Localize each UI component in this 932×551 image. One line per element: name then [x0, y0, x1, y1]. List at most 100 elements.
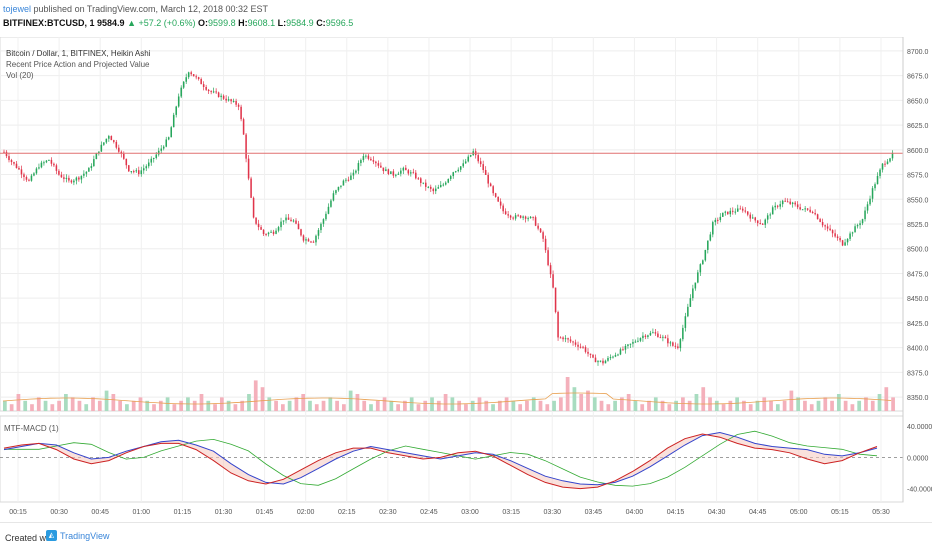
- candle-body: [58, 170, 60, 175]
- volume-bar: [884, 387, 889, 411]
- candle-body: [18, 168, 20, 170]
- macd-pane-legend[interactable]: MTF-MACD (1): [4, 424, 59, 433]
- volume-bar: [219, 397, 224, 411]
- legend-volume[interactable]: Vol (20): [6, 71, 34, 80]
- candle-body: [537, 225, 539, 229]
- volume-bar: [538, 400, 543, 411]
- volume-bar: [294, 397, 299, 411]
- volume-bar: [484, 400, 489, 411]
- volume-bar: [660, 400, 665, 411]
- candle-body: [113, 140, 115, 142]
- candle-body: [350, 175, 352, 180]
- candle-body: [377, 163, 380, 166]
- main-pane-legend: Bitcoin / Dollar, 1, BITFINEX, Heikin As…: [6, 48, 151, 81]
- candle-body: [437, 187, 440, 189]
- candle-body: [547, 250, 549, 266]
- candle-body: [415, 172, 417, 179]
- volume-bar: [308, 400, 312, 411]
- candle-body: [582, 346, 584, 348]
- candle-body: [305, 239, 307, 241]
- candle-body: [597, 361, 599, 363]
- candle-body: [430, 186, 432, 189]
- candle-body: [829, 228, 831, 231]
- volume-bar: [179, 400, 184, 411]
- volume-bar: [572, 387, 577, 411]
- candle-body: [10, 160, 13, 163]
- candle-body: [412, 172, 415, 174]
- candle-body: [257, 223, 260, 228]
- candle-body: [679, 339, 682, 349]
- candle-body: [192, 74, 195, 77]
- candle-body: [242, 119, 245, 135]
- candle-body: [302, 235, 305, 241]
- volume-bar: [70, 397, 75, 411]
- volume-bar: [545, 404, 550, 411]
- volume-bar: [125, 404, 129, 411]
- candle-body: [559, 337, 562, 339]
- candle-body: [43, 162, 45, 164]
- candle-body: [734, 211, 737, 213]
- candle-body: [100, 144, 103, 152]
- candle-body: [222, 95, 225, 99]
- candle-body: [869, 198, 871, 205]
- candle-body: [292, 220, 295, 222]
- candle-body: [527, 218, 529, 220]
- chart-area[interactable]: 8700.0 8675.0 8650.0 8625.0 8600.0 8575.0 8550…: [0, 36, 932, 520]
- volume-bar: [816, 400, 821, 411]
- candle-body: [469, 155, 472, 157]
- legend-symbol[interactable]: Bitcoin / Dollar, 1, BITFINEX, Heikin As…: [6, 49, 151, 58]
- publisher-user-link[interactable]: tojewel: [3, 4, 32, 14]
- volume-bar: [518, 404, 523, 411]
- candle-body: [657, 333, 659, 338]
- volume-bar: [586, 390, 590, 411]
- candle-body: [851, 232, 854, 234]
- volume-bar: [253, 380, 258, 411]
- candle-body: [512, 217, 514, 219]
- candle-body: [280, 221, 282, 228]
- volume-bar: [260, 387, 265, 411]
- time-tick-label: 03:15: [502, 509, 520, 516]
- tradingview-brand-link[interactable]: ◭ TradingView: [46, 530, 110, 541]
- time-tick-label: 01:30: [215, 509, 233, 516]
- candle-body: [707, 240, 709, 250]
- chart-svg[interactable]: 8700.0 8675.0 8650.0 8625.0 8600.0 8575.0 8550…: [0, 36, 932, 520]
- candle-body: [739, 208, 742, 210]
- candle-body: [806, 208, 809, 210]
- candle-body: [549, 265, 552, 275]
- candle-body: [599, 360, 602, 362]
- volume-bar: [16, 394, 21, 411]
- legend-indicator-1[interactable]: Recent Price Action and Projected Value: [6, 60, 150, 69]
- candle-body: [592, 354, 594, 358]
- candle-body: [342, 180, 345, 186]
- candle-body: [799, 207, 801, 210]
- candle-body: [98, 151, 100, 154]
- time-tick-label: 04:15: [667, 509, 685, 516]
- candle-body: [118, 147, 120, 152]
- candle-body: [524, 216, 527, 219]
- candle-body: [267, 232, 270, 235]
- candle-body: [771, 207, 774, 215]
- candle-body: [729, 210, 732, 215]
- volume-bar: [301, 394, 306, 411]
- candle-body: [322, 219, 325, 224]
- candle-body: [425, 182, 427, 187]
- volume-bar: [23, 400, 28, 411]
- macd-pane-frame: [0, 415, 904, 503]
- candle-body: [861, 219, 864, 224]
- volume-bar: [389, 400, 394, 411]
- candle-body: [312, 241, 315, 243]
- volume-bar: [491, 404, 495, 411]
- volume-bar: [748, 404, 753, 411]
- candle-body: [649, 332, 652, 336]
- candle-body: [604, 360, 607, 364]
- candle-body: [427, 186, 430, 188]
- candle-body: [567, 338, 569, 340]
- volume-bar: [599, 400, 604, 411]
- candle-body: [137, 170, 140, 175]
- volume-bar: [504, 397, 509, 411]
- candle-body: [417, 178, 420, 180]
- candle-body: [327, 206, 330, 214]
- candle-body: [422, 182, 425, 184]
- candle-body: [459, 166, 462, 170]
- candle-body: [142, 168, 145, 171]
